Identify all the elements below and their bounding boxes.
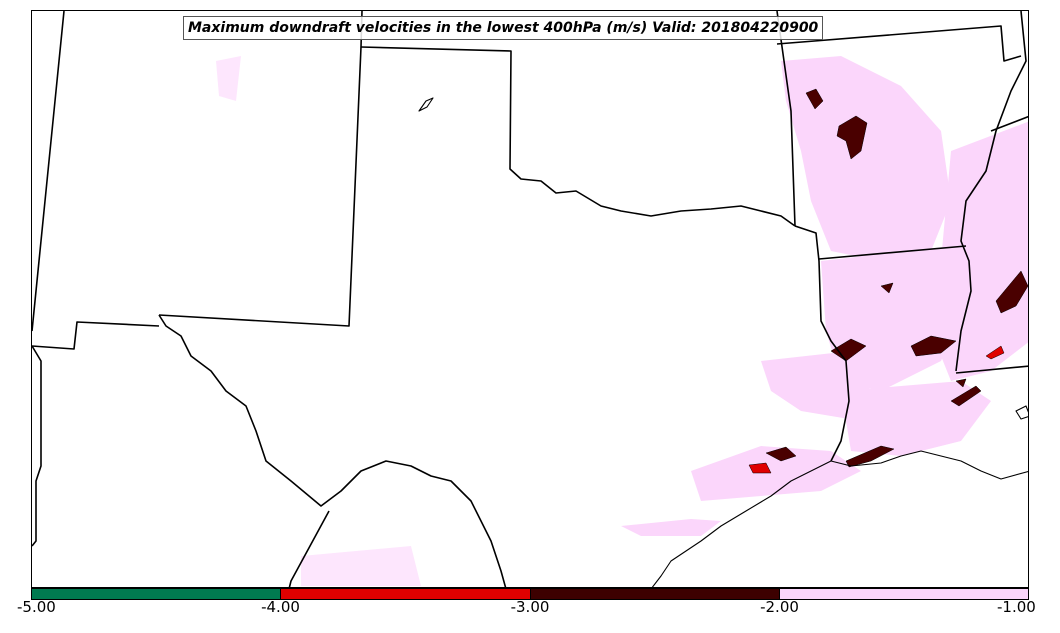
coast-louisiana	[830, 450, 1028, 480]
coastline	[418, 97, 1028, 587]
field-louisiana-north	[821, 246, 966, 391]
border-ark-ok-north	[776, 25, 1022, 62]
colorbar-tick-label: -4.00	[261, 598, 300, 616]
state-borders	[32, 11, 1028, 587]
core-4	[910, 335, 957, 357]
border-nm-east	[158, 11, 363, 327]
colorbar-tick-label: -5.00	[17, 598, 56, 616]
colorbar-bin-3	[779, 589, 1028, 599]
downdraft-strong-cores	[748, 88, 1028, 474]
colorbar-tick-label: -3.00	[510, 598, 550, 616]
core-8	[845, 445, 895, 468]
field-arkansas-north	[781, 56, 951, 261]
colorbar-bin-2	[530, 589, 780, 599]
field-houston	[691, 446, 861, 501]
border-ark-la	[818, 245, 967, 260]
colorbar-tick-label: -2.00	[760, 598, 799, 616]
core-6	[765, 446, 797, 462]
core-1	[805, 88, 824, 110]
map-panel: Maximum downdraft velocities in the lowe…	[31, 10, 1029, 588]
colorbar	[31, 588, 1029, 600]
map-title: Maximum downdraft velocities in the lowe…	[183, 16, 824, 40]
downdraft-light-field	[216, 56, 1028, 586]
colorbar-bin-1	[281, 589, 531, 599]
border-mexico	[288, 510, 330, 587]
colorbar-bin-0	[32, 589, 282, 599]
coast-islands	[1015, 405, 1028, 420]
lake-texoma	[418, 97, 434, 112]
border-miss-river	[955, 11, 1027, 372]
map-canvas	[32, 11, 1028, 587]
core-11	[985, 345, 1005, 360]
field-coast	[621, 519, 721, 536]
border-la-south	[955, 365, 1028, 374]
border-west-edge	[32, 345, 42, 547]
field-west	[216, 56, 241, 101]
border-nm-west	[32, 11, 65, 332]
border-nm-south	[32, 321, 160, 350]
core-3	[995, 270, 1028, 314]
core-12	[880, 282, 894, 294]
coast-texas	[651, 460, 832, 587]
core-5	[830, 338, 867, 362]
border-oklahoma	[360, 46, 796, 227]
core-10	[950, 385, 982, 407]
border-miss-east	[990, 115, 1028, 132]
colorbar-tick-label: -1.00	[997, 598, 1036, 616]
field-south-texas	[301, 546, 421, 586]
core-7	[748, 462, 772, 474]
core-2	[836, 115, 868, 160]
border-texas-rio	[158, 314, 507, 587]
border-texas-east	[794, 225, 850, 462]
core-9	[955, 378, 967, 388]
